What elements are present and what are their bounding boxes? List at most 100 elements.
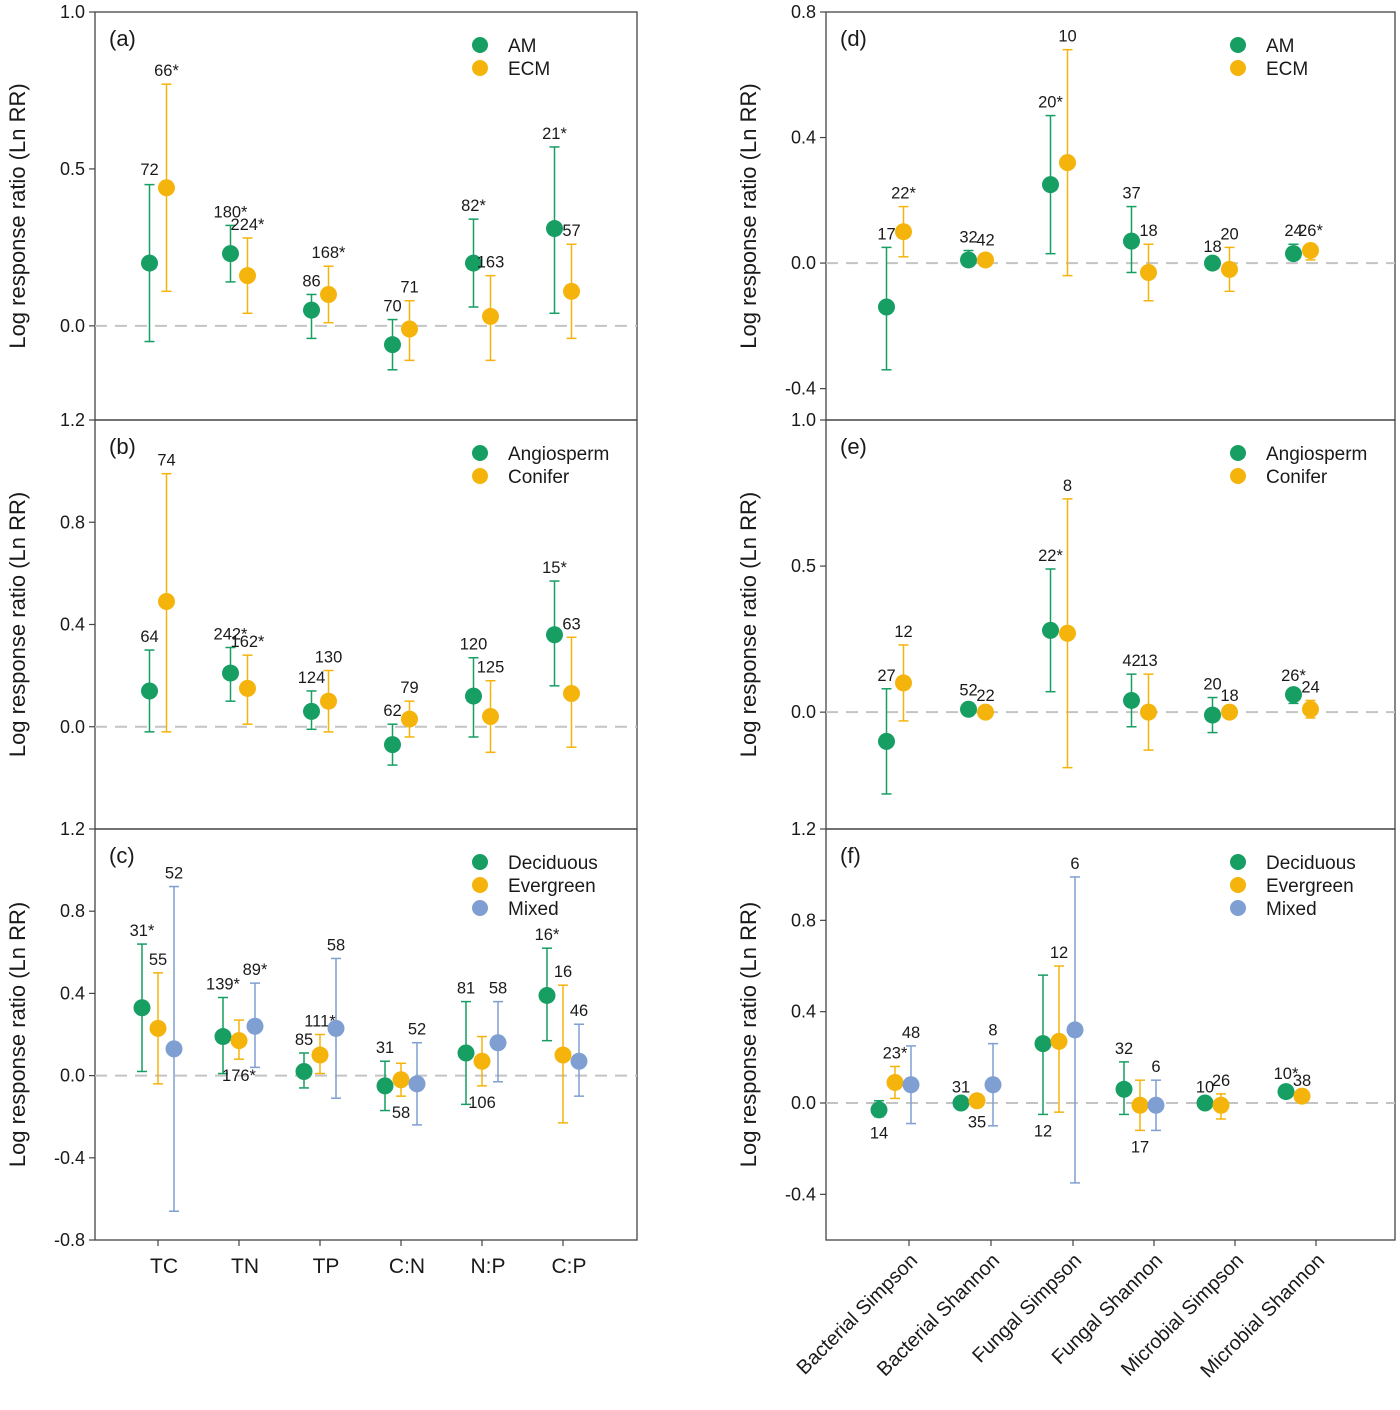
sample-size-label: 70 [383, 298, 401, 316]
sample-size-label: 86 [302, 272, 320, 290]
sample-size-label: 16 [554, 963, 572, 981]
legend-marker-conifer [1230, 468, 1246, 484]
y-tick-label: 0.8 [60, 901, 85, 921]
legend-marker-am [1230, 37, 1246, 53]
sample-size-label: 12 [894, 623, 912, 641]
y-tick-label: -0.4 [785, 379, 816, 399]
data-point [1293, 1087, 1311, 1105]
category-label: N:P [470, 1255, 505, 1278]
data-point [1302, 242, 1319, 260]
category-label: TN [231, 1255, 259, 1278]
sample-size-label: 6 [1070, 855, 1079, 873]
sample-size-label: 8 [1063, 477, 1072, 495]
sample-size-label: 71 [400, 279, 418, 297]
sample-size-label: 139* [206, 976, 241, 994]
sample-size-label: 31* [130, 922, 155, 940]
data-point [165, 1040, 183, 1058]
data-point [878, 732, 895, 750]
y-tick-label: 0.0 [60, 1066, 85, 1086]
data-point [960, 251, 977, 269]
sample-size-label: 12 [1050, 944, 1068, 962]
sample-size-label: 26 [1212, 1072, 1230, 1090]
data-point [878, 298, 895, 316]
y-tick-label: 0.8 [60, 512, 85, 532]
legend-label-evergreen: Evergreen [1266, 876, 1354, 897]
sample-size-label: 22* [891, 185, 916, 203]
data-point [401, 320, 418, 338]
legend-marker-angiosperm [472, 445, 488, 461]
data-point [149, 1019, 167, 1037]
legend-label-evergreen: Evergreen [508, 876, 596, 897]
sample-size-label: 32 [959, 229, 977, 247]
category-label: C:P [551, 1255, 586, 1278]
sample-size-label: 120 [460, 636, 488, 654]
data-point [1066, 1021, 1084, 1039]
data-point [303, 702, 320, 720]
data-point [327, 1019, 345, 1037]
data-point [1042, 176, 1059, 194]
panel-label: (f) [840, 843, 861, 868]
sample-size-label: 79 [400, 679, 418, 697]
y-tick-label: 0.0 [60, 316, 85, 336]
sample-size-label: 6 [1151, 1058, 1160, 1076]
data-point [482, 708, 499, 726]
panel-a: 0.0 0.5 1.0 Log response ratio (Ln RR) (a) AM… [5, 2, 638, 421]
data-point [1204, 706, 1221, 724]
data-point [214, 1028, 232, 1046]
y-tick-label: -0.4 [54, 1148, 85, 1168]
sample-size-label: 12 [1034, 1122, 1052, 1140]
legend-label-deciduous: Deciduous [1266, 853, 1356, 874]
data-point [1115, 1080, 1133, 1098]
data-point [1059, 624, 1076, 642]
panel-c: -0.8 -0.4 0.0 0.4 0.8 1.2 Log response ratio (… [5, 819, 638, 1250]
sample-size-label: 55 [149, 951, 167, 969]
data-point [384, 736, 401, 754]
data-point [311, 1046, 329, 1064]
sample-size-label: 24 [1301, 678, 1319, 696]
data-point [1147, 1096, 1165, 1114]
y-tick-label: 0.0 [60, 717, 85, 737]
sample-size-label: 124 [298, 669, 326, 687]
sample-size-label: 168* [312, 244, 347, 262]
legend-label-am: AM [508, 36, 537, 57]
x-axis-categories-left: TC TN TP C:N N:P C:P [150, 1240, 587, 1278]
sample-size-label: 15* [542, 559, 567, 577]
sample-size-label: 31 [376, 1039, 394, 1057]
sample-size-label: 26* [1281, 667, 1306, 685]
sample-size-label: 14 [870, 1125, 888, 1143]
sample-size-label: 46 [570, 1002, 588, 1020]
legend-label-conifer: Conifer [508, 467, 570, 488]
y-tick-label: 0.0 [791, 1093, 816, 1113]
data-point [320, 285, 337, 303]
legend-marker-deciduous [1230, 854, 1246, 870]
sample-size-label: 17 [877, 225, 895, 243]
legend-marker-am [472, 37, 488, 53]
data-point [1212, 1096, 1230, 1114]
sample-size-label: 31 [952, 1079, 970, 1097]
legend-label-mixed: Mixed [1266, 899, 1317, 920]
panel-b: 0.0 0.4 0.8 1.2 Log response ratio (Ln RR) (b… [5, 410, 638, 830]
y-tick-label: 0.4 [791, 128, 816, 148]
category-label: TP [313, 1255, 340, 1278]
legend-marker-evergreen [472, 877, 488, 893]
sample-size-label: 20 [1203, 676, 1221, 694]
sample-size-label: 18 [1139, 222, 1157, 240]
data-point [320, 692, 337, 710]
legend-marker-evergreen [1230, 877, 1246, 893]
sample-size-label: 38 [1293, 1072, 1311, 1090]
data-point [960, 700, 977, 718]
sample-size-label: 23* [883, 1044, 908, 1062]
data-point [376, 1077, 394, 1095]
y-axis-title: Log response ratio (Ln RR) [736, 492, 761, 757]
data-point [1042, 621, 1059, 639]
sample-size-label: 42 [976, 232, 994, 250]
category-label: C:N [389, 1255, 425, 1278]
panel-label: (d) [840, 26, 867, 51]
sample-size-label: 82* [461, 197, 486, 215]
sample-size-label: 10 [1058, 28, 1076, 46]
sample-size-label: 52 [165, 865, 183, 883]
sample-size-label: 58 [392, 1104, 410, 1122]
data-point [1034, 1035, 1052, 1053]
plot-frame [825, 828, 1396, 1241]
sample-size-label: 18 [1203, 238, 1221, 256]
